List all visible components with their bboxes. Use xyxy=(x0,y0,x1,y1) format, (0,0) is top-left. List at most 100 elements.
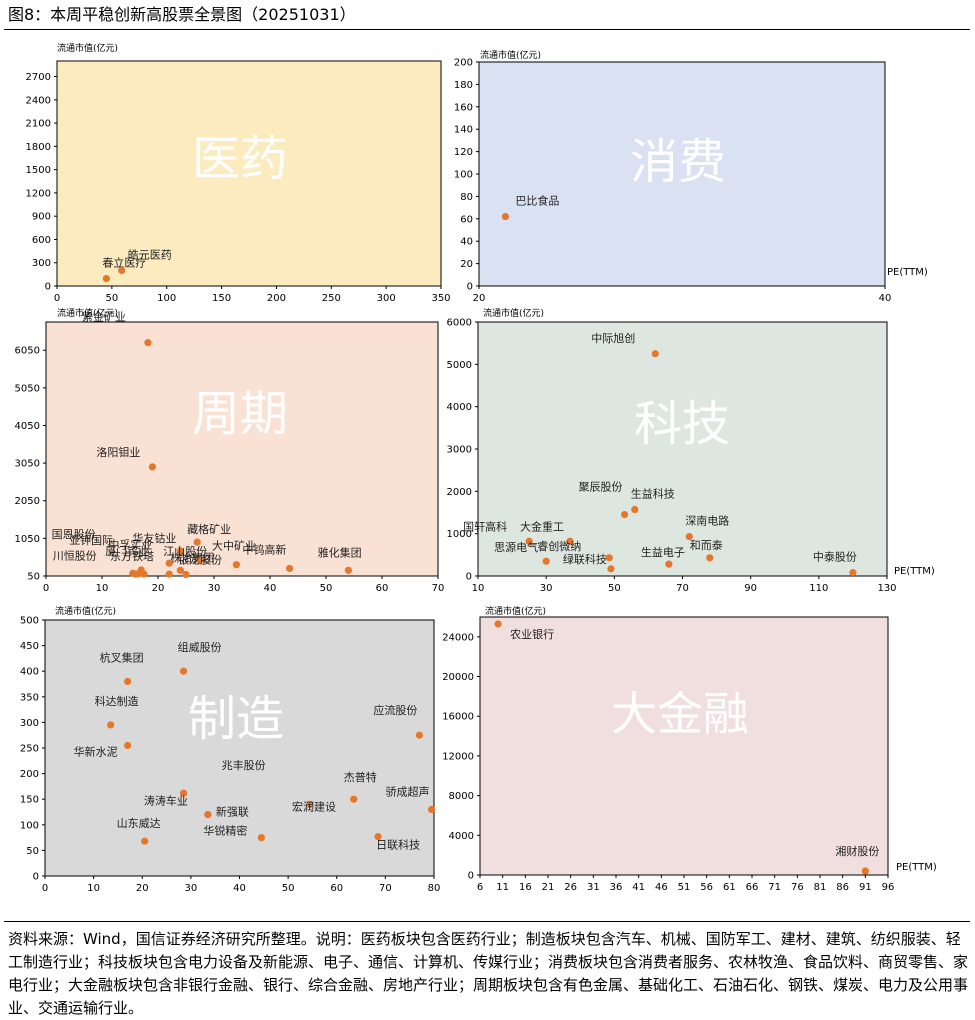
finance-ytick-label: 0 xyxy=(468,871,474,882)
manufacturing-watermark-title: 制造 xyxy=(188,691,284,747)
finance-xtick-label: 86 xyxy=(836,882,849,893)
cyclical-xtick-label: 30 xyxy=(208,583,221,594)
manufacturing-ytick-label: 250 xyxy=(20,744,39,755)
tech-xtick-label: 110 xyxy=(809,583,828,594)
tech-xtick-label: 10 xyxy=(472,583,485,594)
finance-xtick-label: 96 xyxy=(882,882,895,893)
cyclical-ytick-label: 6050 xyxy=(15,346,40,357)
cyclical-point-label: 亚钾国际 xyxy=(69,533,113,547)
cyclical-xtick-label: 20 xyxy=(152,583,165,594)
pharma-ytick-label: 300 xyxy=(32,258,51,269)
cyclical-point-label: 银龙股份 xyxy=(178,552,222,566)
manufacturing-point-label: 华新水泥 xyxy=(74,744,118,758)
tech-plot-area xyxy=(477,321,888,577)
manufacturing-point-label: 应流股份 xyxy=(373,703,417,717)
finance-xtick-label: 11 xyxy=(496,882,509,893)
cyclical-xtick-label: 60 xyxy=(376,583,389,594)
cyclical-ylabel: 流通市值(亿元) xyxy=(57,307,118,319)
finance-xtick-label: 81 xyxy=(814,882,827,893)
manufacturing-xtick-label: 70 xyxy=(379,883,392,894)
consumer-ytick-label: 80 xyxy=(460,192,473,203)
cyclical-ytick-label: 1050 xyxy=(15,534,40,545)
manufacturing-xtick-label: 50 xyxy=(282,883,295,894)
tech-point-label: 中际旭创 xyxy=(591,331,635,345)
finance-xlabel: PE(TTM) xyxy=(896,862,937,873)
manufacturing-xtick-label: 60 xyxy=(330,883,343,894)
manufacturing-point xyxy=(124,741,132,750)
tech-xlabel: PE(TTM) xyxy=(894,566,935,577)
finance-point-label: 农业银行 xyxy=(510,627,554,641)
cyclical-point-label: 华友钴业 xyxy=(132,531,176,545)
tech-point-label: 聚辰股份 xyxy=(579,481,623,494)
consumer-point-label: 巴比食品 xyxy=(515,194,559,208)
finance-xtick-label: 36 xyxy=(610,882,623,893)
tech-point xyxy=(706,554,714,562)
cyclical-point-label: 江山股份 xyxy=(163,545,207,558)
manufacturing-ytick-label: 50 xyxy=(26,846,39,857)
cyclical-point-label: 紫金矿业 xyxy=(82,310,126,324)
tech-point-label: 生益科技 xyxy=(631,487,675,501)
finance-ytick-label: 12000 xyxy=(442,751,474,762)
tech-ytick-label: 0 xyxy=(466,572,472,583)
cyclical-point xyxy=(286,564,294,573)
finance-xtick-label: 31 xyxy=(587,882,600,893)
figure-title: 图8：本周平稳创新高股票全景图（20251031） xyxy=(8,5,356,24)
manufacturing-point-label: 杰普特 xyxy=(344,770,377,784)
cyclical-point xyxy=(176,566,184,574)
manufacturing-point xyxy=(179,667,188,675)
consumer-xtick-label: 20 xyxy=(473,293,486,304)
pharma-ytick-label: 2100 xyxy=(26,119,51,130)
cyclical-point-label: 东方铁塔 xyxy=(110,549,154,563)
cyclical-point xyxy=(193,538,201,546)
consumer-watermark-title: 消费 xyxy=(630,134,726,190)
tech-point-label: 绿联科技 xyxy=(563,552,607,566)
manufacturing-ytick-label: 100 xyxy=(20,820,39,831)
pharma-xtick-label: 200 xyxy=(267,293,286,304)
finance-ytick-label: 16000 xyxy=(442,712,474,723)
tech-xtick-label: 50 xyxy=(608,583,621,594)
manufacturing-point xyxy=(415,731,424,739)
cyclical-point-label: 中孚实业 xyxy=(108,538,152,552)
cyclical-point-label: 雅化集团 xyxy=(318,545,362,559)
tech-point-label: 睿创微纳 xyxy=(537,539,581,553)
cyclical-watermark-title: 周期 xyxy=(192,386,288,442)
cyclical-point xyxy=(344,566,352,574)
pharma-plot-area xyxy=(56,60,442,287)
finance-plot-area xyxy=(479,616,889,876)
finance-watermark-title: 大金融 xyxy=(611,687,749,741)
finance-point-label: 湘财股份 xyxy=(835,844,879,858)
manufacturing-point-label: 涛涛车业 xyxy=(144,794,188,808)
manufacturing-point-label: 宏润建设 xyxy=(292,799,336,813)
tech-point xyxy=(525,537,533,545)
finance-xtick-label: 76 xyxy=(791,882,804,893)
finance-ytick-label: 20000 xyxy=(442,672,474,683)
tech-point xyxy=(665,560,673,568)
cyclical-point xyxy=(196,556,204,565)
consumer-plot-area xyxy=(478,61,886,287)
finance-xtick-label: 41 xyxy=(632,882,645,893)
manufacturing-point-label: 华锐精密 xyxy=(203,824,247,838)
consumer-ytick-label: 200 xyxy=(454,58,473,69)
finance-xtick-label: 6 xyxy=(477,882,483,893)
manufacturing-ytick-label: 500 xyxy=(20,616,39,627)
consumer-ytick-label: 60 xyxy=(460,214,473,225)
cyclical-ytick-label: 3050 xyxy=(15,459,40,470)
manufacturing-point xyxy=(179,789,188,797)
manufacturing-xtick-label: 30 xyxy=(185,883,198,894)
consumer-ytick-label: 20 xyxy=(460,259,473,270)
pharma-watermark-title: 医药 xyxy=(192,131,288,187)
tech-ytick-label: 5000 xyxy=(447,360,472,371)
finance-xtick-label: 51 xyxy=(678,882,691,893)
manufacturing-xtick-label: 10 xyxy=(87,883,100,894)
pharma-xtick-label: 250 xyxy=(322,293,341,304)
tech-ytick-label: 6000 xyxy=(447,318,472,329)
cyclical-point-label: 大中矿业 xyxy=(212,539,256,553)
pharma-xtick-label: 350 xyxy=(431,293,450,304)
pharma-xtick-label: 100 xyxy=(157,293,176,304)
tech-xtick-label: 130 xyxy=(877,583,896,594)
pharma-point-label: 春立医疗 xyxy=(102,256,146,270)
tech-point-label: 大金重工 xyxy=(520,519,564,533)
tech-point xyxy=(651,350,659,358)
tech-point xyxy=(566,537,574,545)
finance-ytick-label: 8000 xyxy=(449,791,474,802)
